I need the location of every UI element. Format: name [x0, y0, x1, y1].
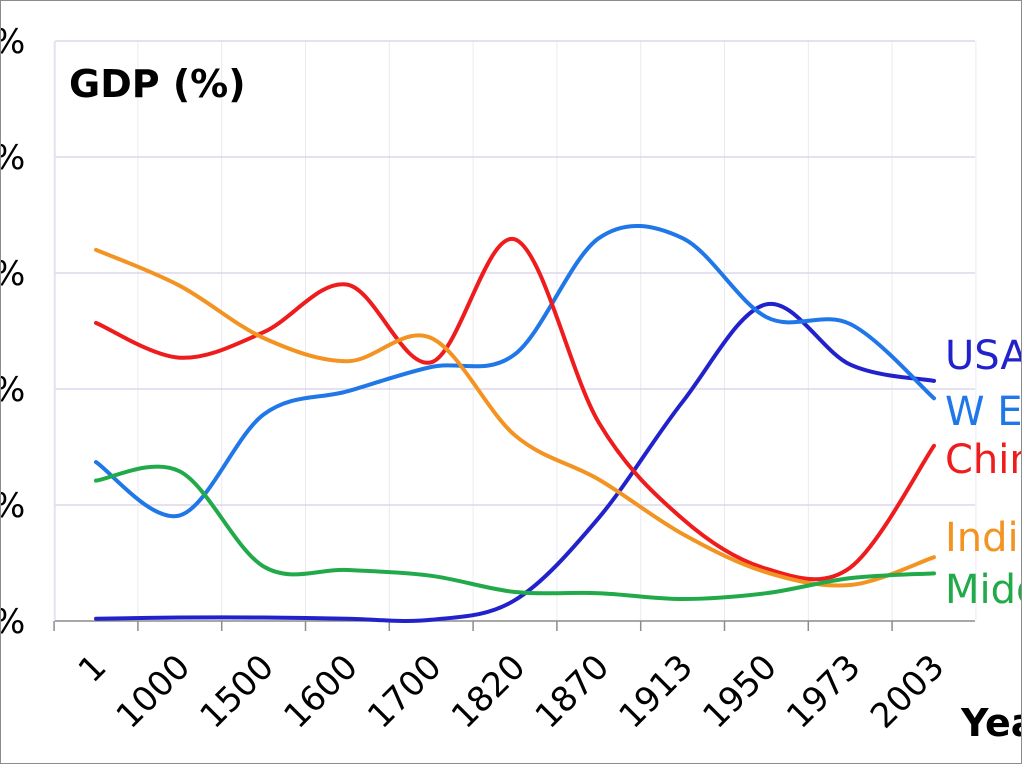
y-tick-label: %	[1, 138, 25, 178]
x-tick-label: 1950	[695, 647, 784, 736]
labels: %%%%%% 1100015001600170018201870191319501…	[1, 22, 1022, 737]
y-tick-label: %	[1, 602, 25, 642]
x-tick-label: 1600	[276, 647, 365, 736]
series-lines	[94, 224, 936, 624]
series-label-usa: USA	[945, 333, 1022, 379]
series-line-india	[94, 247, 936, 588]
x-tick-label: 2003	[863, 647, 952, 736]
series-label-w-europe: W Europe	[945, 389, 1022, 435]
y-tick-label: %	[1, 254, 25, 294]
x-tick-label: 1	[71, 647, 115, 691]
series-line-middle-east	[94, 464, 936, 601]
x-tick-label: 1000	[109, 647, 198, 736]
x-tick-label: 1870	[528, 647, 617, 736]
series-label-china: China	[945, 437, 1022, 483]
axes	[53, 620, 975, 631]
series-label-middle-east: Middle East	[945, 567, 1022, 613]
chart-title: GDP (%)	[69, 62, 246, 106]
y-tick-label: %	[1, 22, 25, 62]
x-tick-label: 1700	[360, 647, 449, 736]
x-tick-label: 1913	[611, 647, 700, 736]
x-tick-label: 1973	[779, 647, 868, 736]
series-line-china	[94, 237, 936, 582]
series-line-w-europe	[94, 224, 936, 519]
y-tick-label: %	[1, 486, 25, 526]
x-axis-title: Year	[960, 701, 1022, 745]
y-tick-label: %	[1, 370, 25, 410]
grid	[53, 40, 977, 621]
series-label-india: India	[945, 515, 1022, 561]
x-tick-label: 1820	[444, 647, 533, 736]
x-tick-label: 1500	[192, 647, 281, 736]
series-line-usa	[94, 302, 936, 624]
